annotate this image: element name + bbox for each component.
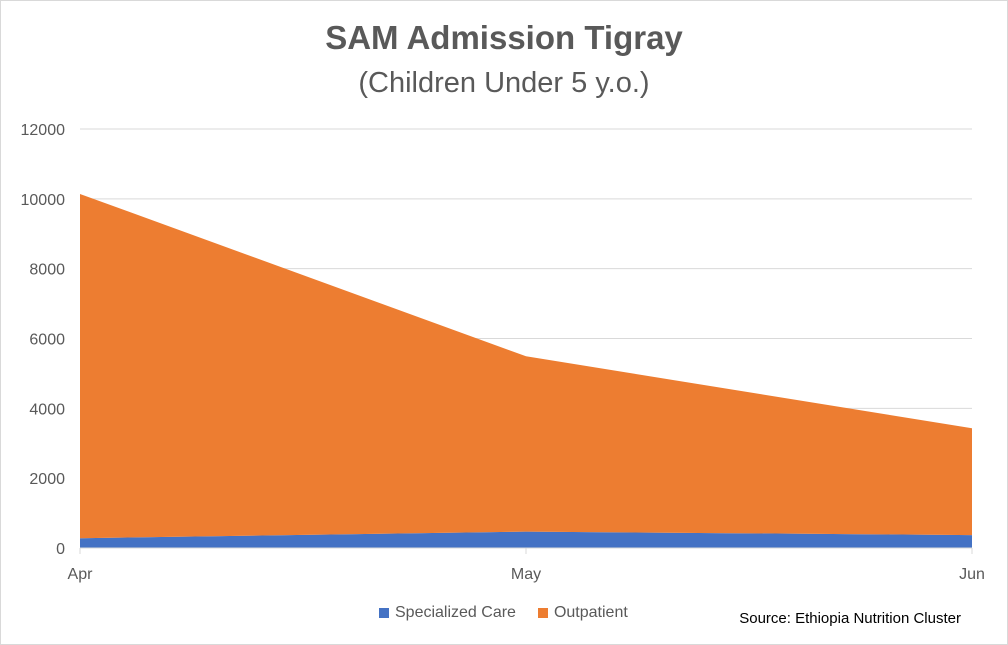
- chart-subtitle: (Children Under 5 y.o.): [358, 67, 650, 99]
- y-tick-label: 2000: [29, 471, 65, 488]
- chart-plot-area: 0 2000 4000 6000 8000 10000 12000 Apr May Jun: [21, 122, 985, 583]
- legend-swatch-specialized-care: [379, 608, 389, 618]
- y-tick-label: 12000: [21, 122, 66, 139]
- legend-label-specialized-care: Specialized Care: [395, 604, 516, 621]
- y-tick-label: 6000: [29, 332, 65, 349]
- area-series-outpatient: [80, 193, 972, 539]
- legend-item-specialized-care: Specialized Care: [379, 604, 516, 622]
- chart-title: SAM Admission Tigray: [325, 19, 683, 56]
- area-series-specialized-care: [80, 531, 972, 548]
- legend-label-outpatient: Outpatient: [553, 604, 628, 621]
- y-tick-label: 8000: [29, 262, 65, 279]
- x-tick-label: Jun: [959, 566, 985, 583]
- legend-item-outpatient: Outpatient: [537, 604, 628, 622]
- y-tick-label: 0: [56, 541, 65, 558]
- y-tick-label: 4000: [29, 401, 65, 418]
- legend-swatch-outpatient: [537, 608, 548, 618]
- x-tick-label: May: [511, 566, 541, 583]
- y-tick-label: 10000: [21, 192, 66, 209]
- x-tick-label: Apr: [68, 566, 94, 583]
- source-note: Source: Ethiopia Nutrition Cluster: [739, 610, 961, 627]
- chart-legend: Specialized Care Outpatient: [379, 604, 628, 622]
